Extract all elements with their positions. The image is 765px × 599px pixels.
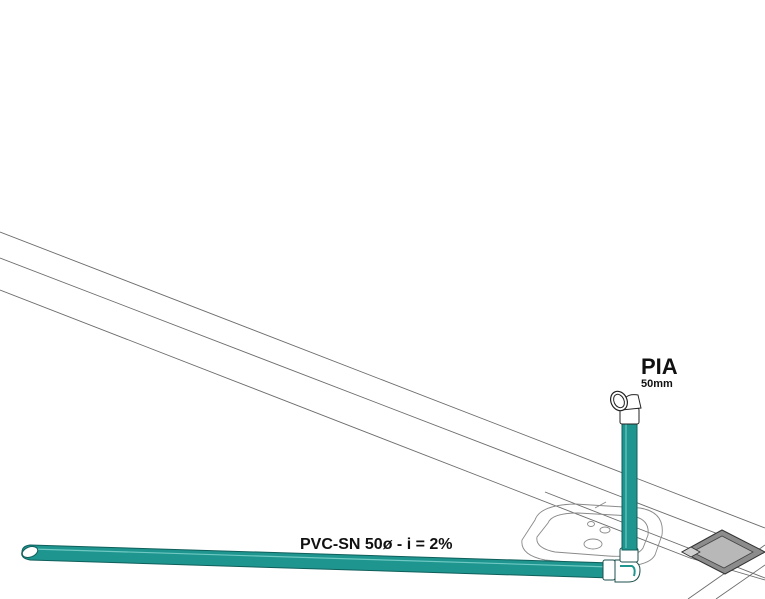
sink-outer-rim xyxy=(521,503,663,567)
floor-edge-line xyxy=(0,289,691,559)
elbow-inner-shading xyxy=(620,565,636,577)
floor-drain-corner xyxy=(681,546,701,558)
floor-diagonal-line-2 xyxy=(715,564,765,599)
horizontal-pipe-highlight xyxy=(31,548,612,568)
wall-inner-line xyxy=(0,257,765,553)
vertical-pipe xyxy=(621,419,638,551)
elbow-socket-horizontal xyxy=(602,559,616,581)
floor-drain-grate xyxy=(691,535,754,569)
fixture-label: PIA xyxy=(641,354,678,379)
sink-basin xyxy=(521,501,663,567)
sink-drain-hole xyxy=(583,538,603,550)
floor-drain xyxy=(680,529,765,575)
top-elbow xyxy=(610,390,642,425)
pipe-spec-label: PVC-SN 50ø - i = 2% xyxy=(300,536,453,553)
vertical-pipe-body xyxy=(621,419,638,551)
elbow-body xyxy=(614,559,641,583)
faucet-hole-small xyxy=(587,521,595,527)
top-elbow-mouth-inner xyxy=(613,393,625,409)
faucet-line xyxy=(594,501,607,509)
fixture-size-label: 50mm xyxy=(641,378,673,390)
faucet-hole xyxy=(599,526,611,534)
pipe-open-end xyxy=(21,546,39,558)
horizontal-pipe xyxy=(21,544,613,579)
base-elbow xyxy=(602,547,641,583)
sink-inner-rim xyxy=(536,512,649,557)
